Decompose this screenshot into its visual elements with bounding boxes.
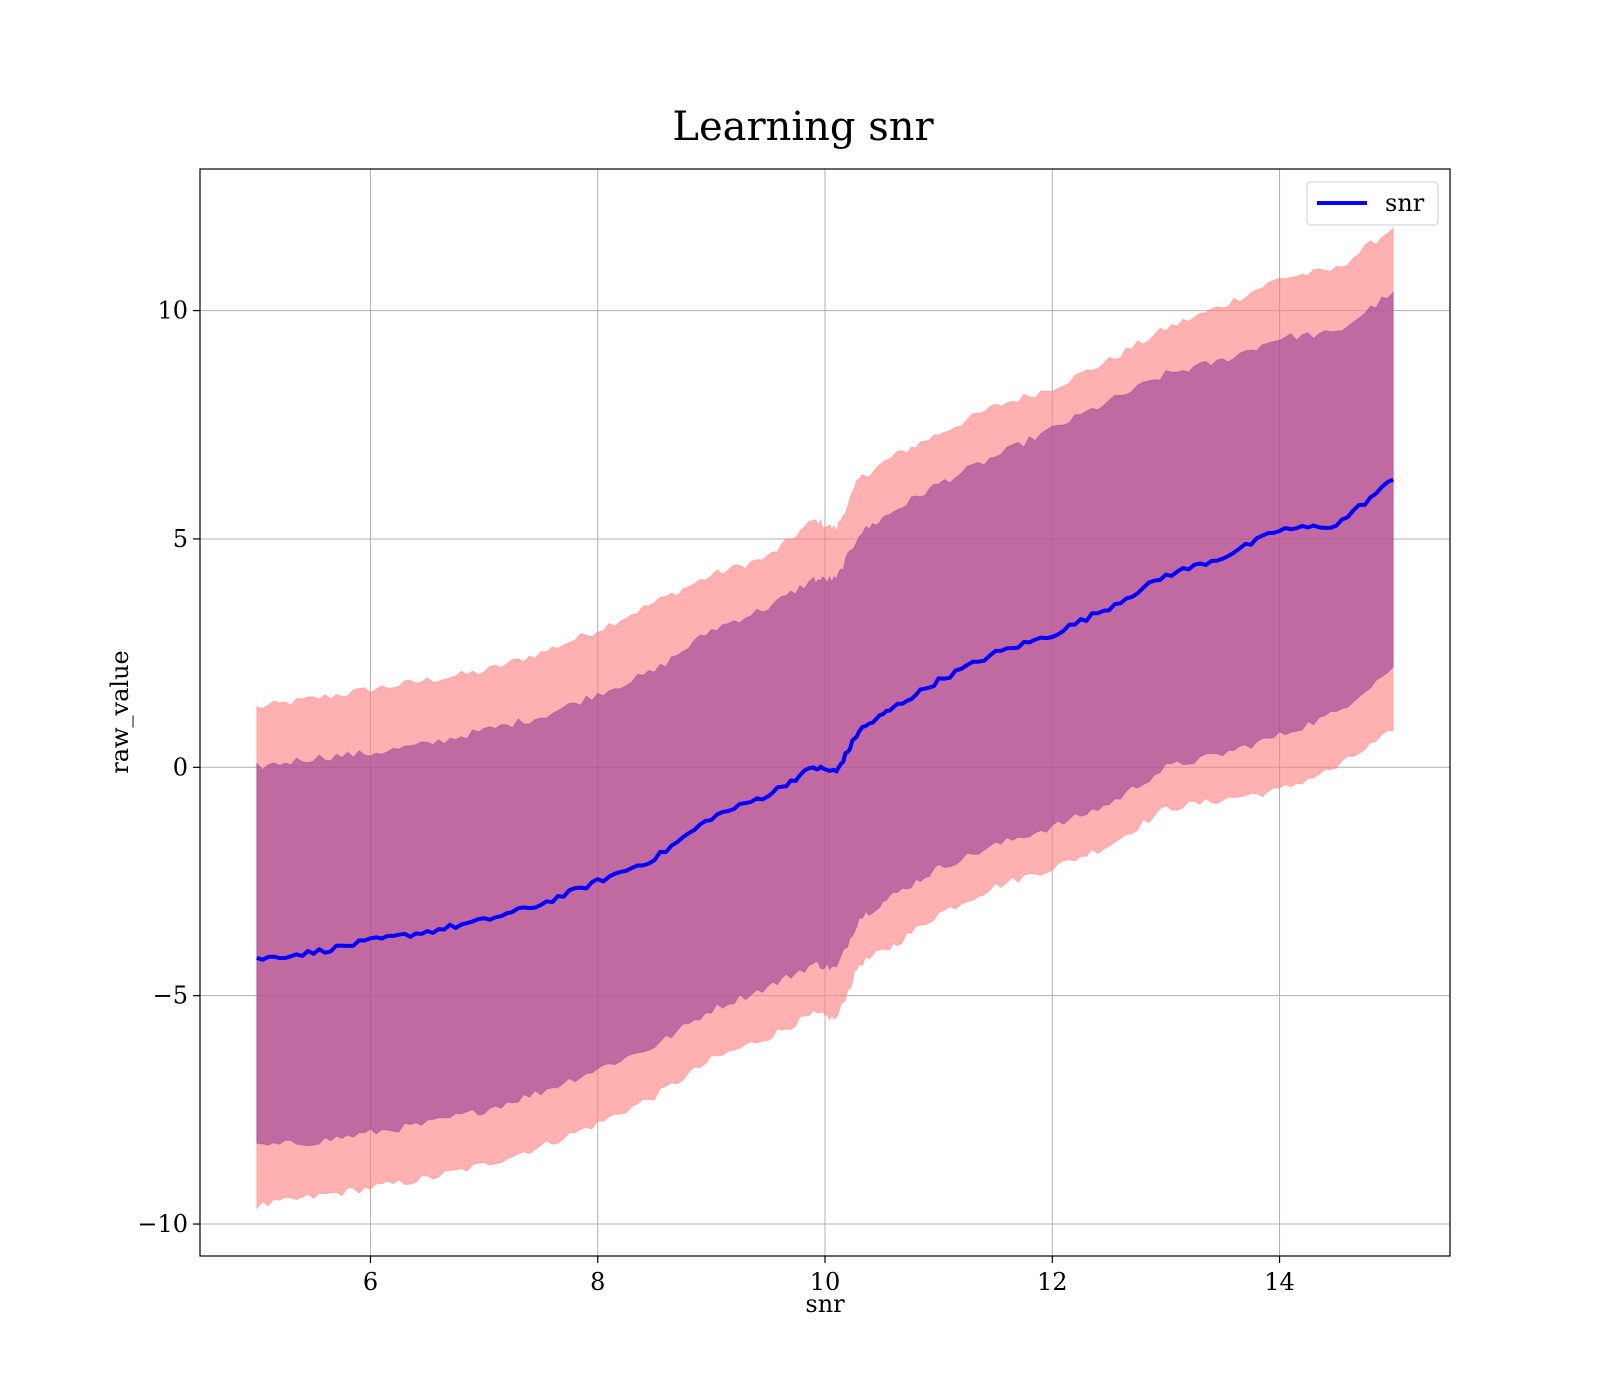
- chart-title: Learning snr: [672, 104, 934, 150]
- legend-box: [1306, 181, 1439, 226]
- x-tick-label: 8: [590, 1268, 605, 1296]
- y-tick-label: 0: [173, 753, 188, 781]
- x-axis-ticks: 6 8 10 12 14: [363, 1256, 1295, 1296]
- y-axis-ticks: −10 −5 0 5 10: [137, 297, 200, 1238]
- legend-label: snr: [1385, 189, 1425, 217]
- legend: snr: [1306, 181, 1439, 226]
- y-tick-label: 5: [173, 525, 188, 553]
- band-layer: [256, 227, 1394, 1210]
- line-layer: [256, 477, 1395, 962]
- x-axis-label: snr: [805, 1290, 845, 1318]
- x-tick-label: 6: [363, 1268, 378, 1296]
- y-axis-label: raw_value: [106, 650, 134, 774]
- snr-series-line: [256, 477, 1395, 962]
- y-tick-label: 10: [157, 297, 188, 325]
- x-tick-label: 10: [810, 1268, 841, 1296]
- y-tick-label: −10: [137, 1210, 188, 1238]
- y-tick-label: −5: [153, 982, 188, 1010]
- x-tick-label: 14: [1264, 1268, 1295, 1296]
- inner-band: [256, 291, 1394, 1147]
- x-tick-label: 12: [1037, 1268, 1068, 1296]
